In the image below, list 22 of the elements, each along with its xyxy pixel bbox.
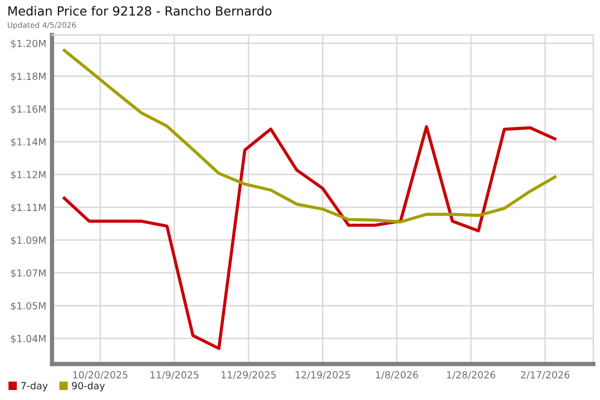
- legend-label: 90-day: [72, 382, 105, 392]
- x-tick-label: 11/29/2025: [222, 371, 276, 380]
- x-tick-label: 1/28/2026: [447, 371, 496, 380]
- y-tick-label: $1.20M: [11, 40, 46, 48]
- y-tick-label: $1.07M: [11, 269, 46, 278]
- x-tick-label: 11/9/2025: [150, 371, 198, 380]
- x-tick-label: 12/19/2025: [296, 371, 350, 380]
- legend-label: 7-day: [21, 382, 48, 392]
- chart-title: Median Price for 92128 - Rancho Bernardo: [8, 6, 272, 16]
- line-series: [62, 48, 558, 224]
- y-tick-label: $1.11M: [11, 204, 46, 212]
- y-tick-label: $1.12M: [11, 170, 46, 180]
- x-tick-label: 1/8/2026: [376, 371, 418, 380]
- line-series: [62, 125, 558, 350]
- y-tick-label: $1.04M: [11, 334, 46, 344]
- y-tick-label: $1.16M: [11, 105, 46, 114]
- y-tick-label: $1.05M: [11, 302, 46, 311]
- x-tick-label: 10/20/2025: [73, 371, 128, 380]
- x-tick-label: 2/17/2026: [520, 371, 570, 380]
- y-tick-label: $1.14M: [11, 138, 46, 147]
- y-tick-label: $1.09M: [11, 236, 46, 246]
- y-tick-label: $1.18M: [11, 72, 46, 82]
